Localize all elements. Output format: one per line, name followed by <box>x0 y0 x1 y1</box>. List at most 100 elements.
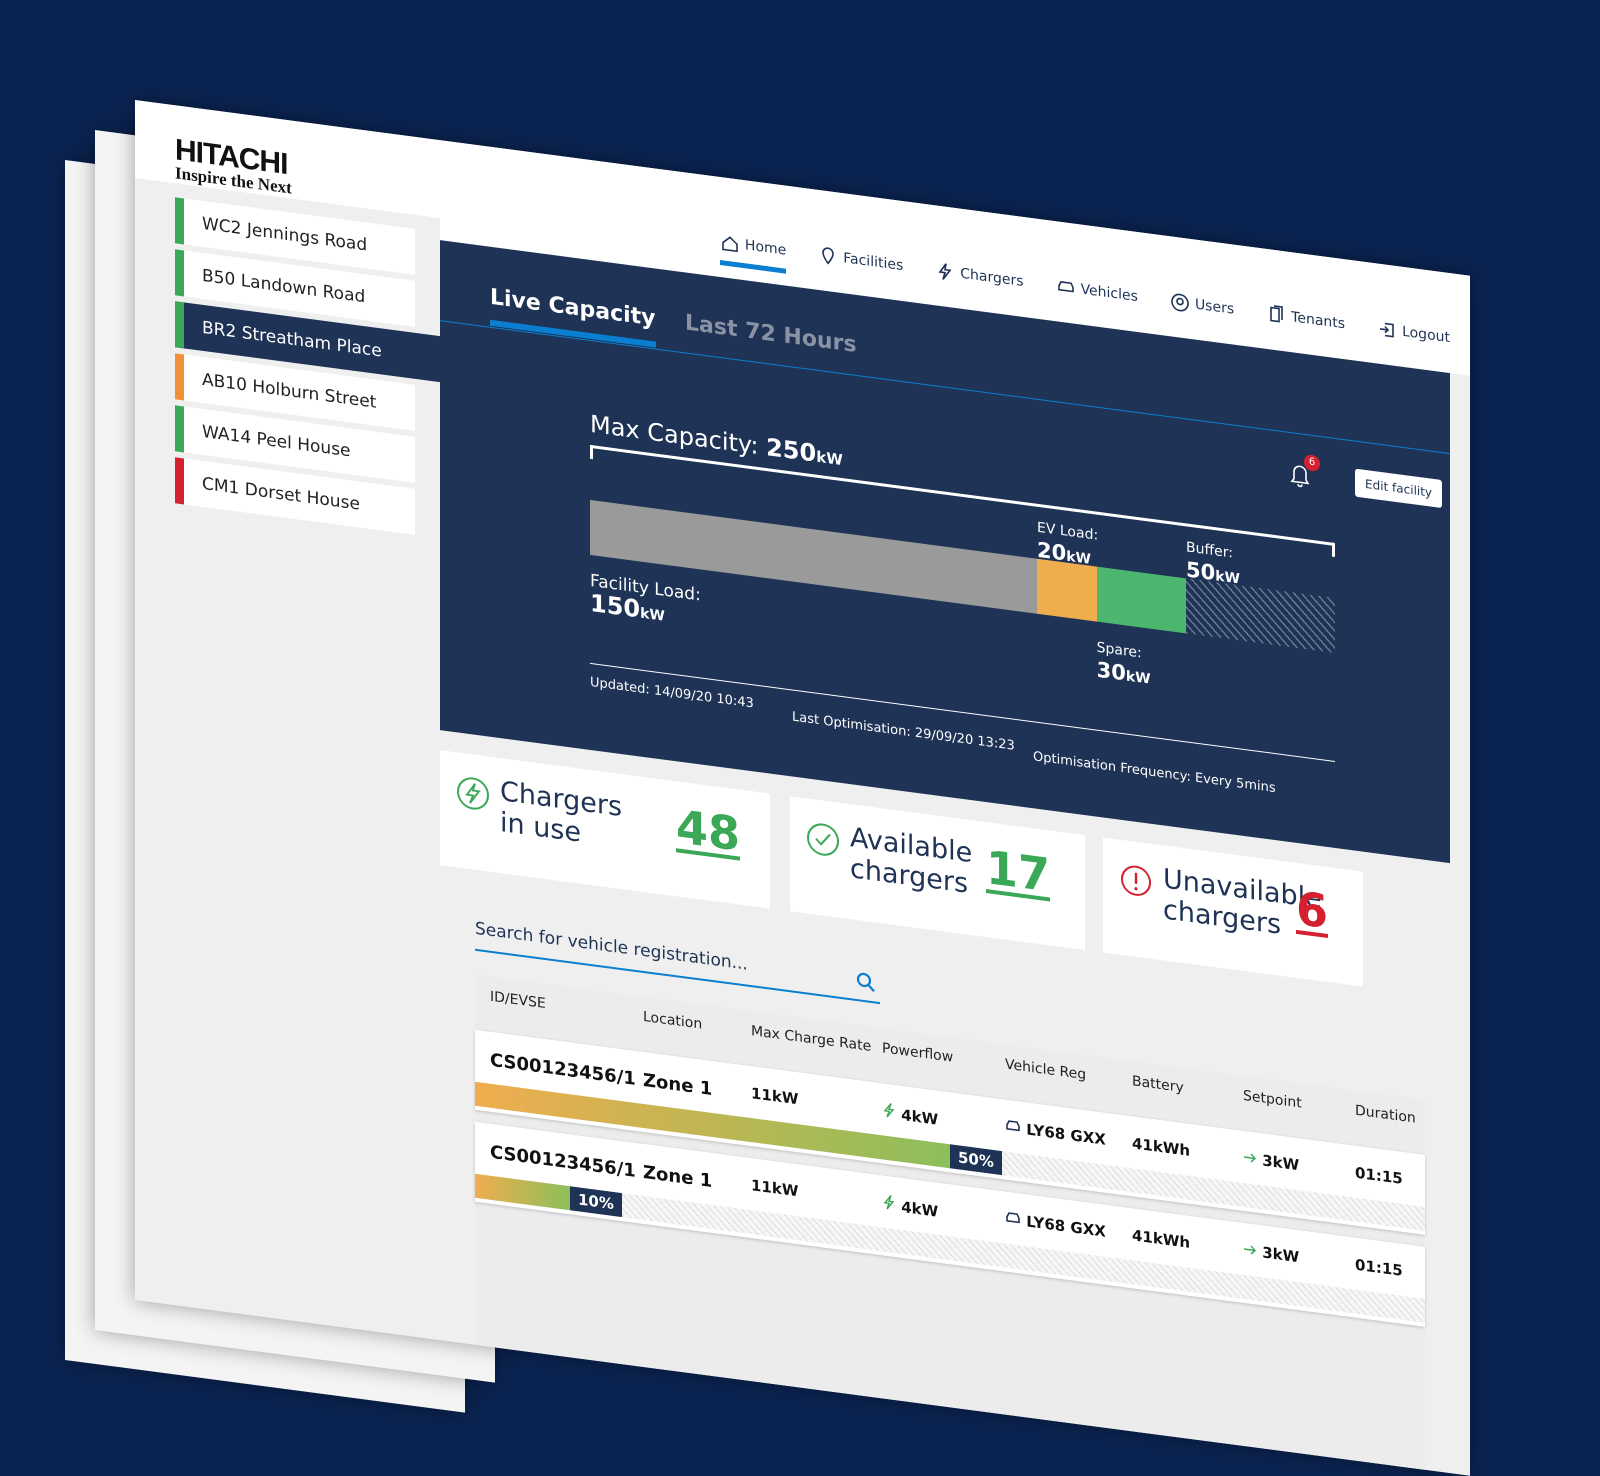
cell: 41kWh <box>1132 1134 1190 1160</box>
stat-icon <box>456 774 492 819</box>
search-placeholder: Search for vehicle registration... <box>475 918 748 975</box>
cell-text: 4kW <box>901 1105 939 1129</box>
unit: kW <box>1215 568 1240 588</box>
column-header: Vehicle Reg <box>1005 1056 1087 1084</box>
search-box[interactable]: Search for vehicle registration... <box>475 914 880 1005</box>
nav: Home Facilities Chargers Vehicles Users Tenan… <box>719 232 1450 362</box>
cell-text: 4kW <box>901 1197 939 1221</box>
arrow-icon <box>1244 1153 1257 1163</box>
screen: HITACHI Inspire the Next WC2 Jennings Ro… <box>65 100 1470 1476</box>
capacity-segment <box>1186 578 1335 653</box>
nav-label: Home <box>744 237 787 259</box>
nav-item[interactable]: Chargers <box>935 260 1024 305</box>
max-capacity-value: 250 <box>766 433 817 468</box>
edit-facility-button[interactable]: Edit facility <box>1355 468 1443 509</box>
nav-item[interactable]: Vehicles <box>1056 276 1138 320</box>
capacity-segment <box>1096 566 1186 634</box>
cell: CS00123456/1 <box>490 1142 636 1182</box>
cell-text: CS00123456/1 <box>490 1049 636 1090</box>
stat-icon-svg <box>807 823 839 856</box>
stat-card: Available chargers 17 <box>790 796 1085 951</box>
segment-label: EV Load: 20kW <box>1037 519 1098 574</box>
segment-label: Spare: 30kW <box>1097 639 1151 693</box>
column-header: Battery <box>1132 1073 1184 1097</box>
stat-label: Unavailable chargers <box>1163 863 1322 941</box>
segment-number: 50 <box>1186 557 1216 586</box>
app-window: HITACHI Inspire the Next WC2 Jennings Ro… <box>135 100 1470 1476</box>
cell: LY68 GXX <box>1005 1210 1106 1241</box>
cell-text: CS00123456/1 <box>490 1141 636 1182</box>
cell-text: 11kW <box>751 1176 799 1201</box>
cell-text: 41kWh <box>1132 1134 1191 1160</box>
cell-text: LY68 GXX <box>1026 1212 1106 1241</box>
column-header: Location <box>643 1008 703 1033</box>
cell-text: 01:15 <box>1355 1255 1403 1280</box>
cell: 11kW <box>751 1176 798 1200</box>
nav-label: Tenants <box>1291 309 1346 333</box>
nav-icon <box>1171 293 1189 312</box>
car-icon <box>1006 1120 1020 1132</box>
unit: kW <box>816 447 843 470</box>
stat-value: 6 <box>1295 880 1328 940</box>
cell: 4kW <box>882 1193 939 1221</box>
cell-text: 3kW <box>1262 1151 1300 1175</box>
arrow-icon <box>1244 1245 1257 1255</box>
nav-item[interactable]: Facilities <box>818 245 903 289</box>
nav-item[interactable]: Home <box>719 232 787 274</box>
nav-icon <box>1380 322 1394 338</box>
cell: CS00123456/1 <box>490 1050 636 1090</box>
charge-label: 10% <box>570 1186 622 1218</box>
stat-card: Chargers in use 48 <box>440 750 770 909</box>
search-icon[interactable] <box>856 971 876 994</box>
nav-item[interactable]: Tenants <box>1266 304 1345 347</box>
cell-text: 01:15 <box>1355 1163 1403 1188</box>
stat-icon-svg <box>1121 865 1151 896</box>
column-header: Max Charge Rate <box>751 1023 872 1055</box>
segment-number: 20 <box>1037 537 1067 566</box>
unit: kW <box>640 605 665 625</box>
stat-card: Unavailable chargers 6 <box>1103 837 1363 987</box>
car-icon <box>1006 1212 1020 1224</box>
cell: Zone 1 <box>643 1070 712 1100</box>
unit: kW <box>1125 668 1151 688</box>
meta-text: Optimisation Frequency: Every 5mins <box>1033 749 1276 797</box>
cell: LY68 GXX <box>1005 1118 1106 1149</box>
segment-value: 30kW <box>1097 657 1151 693</box>
nav-icon <box>1270 305 1283 323</box>
cell: 11kW <box>751 1084 798 1108</box>
nav-icon <box>722 236 738 253</box>
power-icon <box>883 1103 895 1118</box>
cell: Zone 1 <box>643 1162 712 1192</box>
cell: 3kW <box>1243 1149 1299 1174</box>
nav-item[interactable]: Users <box>1170 291 1234 332</box>
nav-label: Users <box>1194 296 1235 318</box>
cell: 4kW <box>882 1101 939 1129</box>
segment-label: Buffer: 50kW <box>1186 538 1240 592</box>
meta-text: Last Optimisation: 29/09/20 13:23 <box>792 709 1015 754</box>
stat-value: 48 <box>675 799 740 862</box>
unit: kW <box>1066 548 1091 568</box>
bell[interactable] <box>1288 460 1312 493</box>
cell-text: Zone 1 <box>643 1069 713 1100</box>
cell: 01:15 <box>1355 1256 1403 1280</box>
charge-label: 50% <box>950 1144 1002 1176</box>
charge-bar <box>475 1173 570 1211</box>
power-icon <box>883 1195 895 1210</box>
nav-item[interactable]: Logout <box>1377 319 1450 362</box>
nav-icon <box>938 263 952 280</box>
table-row[interactable]: CS00123456/1 Zone 1 11kW 4kW LY68 GXX 41kWh… <box>475 1029 1425 1235</box>
nav-label: Vehicles <box>1080 281 1138 306</box>
cell: 3kW <box>1243 1241 1299 1266</box>
stat-icon <box>806 820 842 865</box>
stat-label: Chargers in use <box>500 776 623 849</box>
meta-rule <box>590 662 1335 762</box>
cell: 01:15 <box>1355 1164 1403 1188</box>
nav-label: Logout <box>1402 323 1450 347</box>
segment-number: 150 <box>590 588 641 624</box>
cell-text: 3kW <box>1262 1243 1300 1267</box>
cell: 41kWh <box>1132 1226 1190 1252</box>
cell-text: LY68 GXX <box>1026 1120 1106 1149</box>
column-header: Setpoint <box>1243 1087 1302 1112</box>
segment-number: 30 <box>1096 657 1126 686</box>
segment-label: Facility Load: 150kW <box>590 571 701 635</box>
